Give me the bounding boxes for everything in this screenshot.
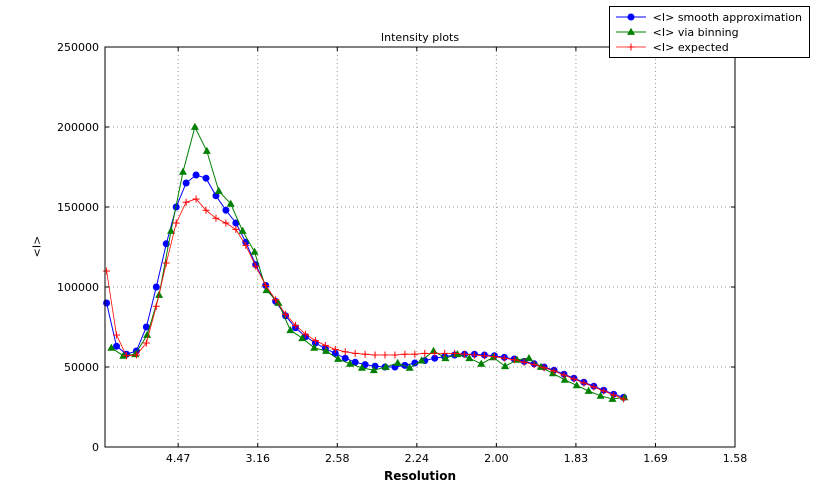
- x-tick-label: 2.58: [325, 452, 350, 465]
- x-tick-label: 1.69: [643, 452, 668, 465]
- y-axis-label: <I>: [30, 235, 44, 258]
- y-tick-label: 50000: [64, 361, 99, 374]
- legend-label: <I> via binning: [652, 25, 739, 39]
- x-tick-label: 1.83: [564, 452, 589, 465]
- legend: <I> smooth approximation <I> via binning…: [608, 6, 810, 58]
- x-tick-label: 2.24: [405, 452, 430, 465]
- x-axis-label: Resolution: [383, 469, 457, 483]
- y-tick-label: 200000: [57, 121, 99, 134]
- series-markers-1: [107, 122, 629, 402]
- y-tick-label: 0: [92, 441, 99, 454]
- series-markers-2: [103, 195, 628, 403]
- x-tick-label: 3.16: [245, 452, 270, 465]
- y-tick-label: 150000: [57, 201, 99, 214]
- x-tick-label: 1.58: [723, 452, 748, 465]
- x-tick-label: 4.47: [166, 452, 191, 465]
- legend-item: <I> smooth approximation: [614, 10, 802, 24]
- legend-label: <I> expected: [652, 40, 729, 54]
- plot-frame: [104, 46, 736, 448]
- legend-label: <I> smooth approximation: [652, 10, 802, 24]
- x-tick-label: 2.00: [484, 452, 509, 465]
- legend-marker-circle-icon: [615, 13, 646, 21]
- legend-marker-triangle-icon: [615, 27, 646, 35]
- legend-marker-plus-icon: [615, 43, 646, 51]
- y-tick-label: 100000: [57, 281, 99, 294]
- legend-item: <I> via binning: [614, 25, 802, 39]
- y-tick-label: 250000: [57, 41, 99, 54]
- legend-item: <I> expected: [614, 40, 802, 54]
- series-markers-0: [103, 171, 628, 401]
- series-line-1: [111, 125, 625, 400]
- chart-title: Intensity plots: [380, 31, 460, 44]
